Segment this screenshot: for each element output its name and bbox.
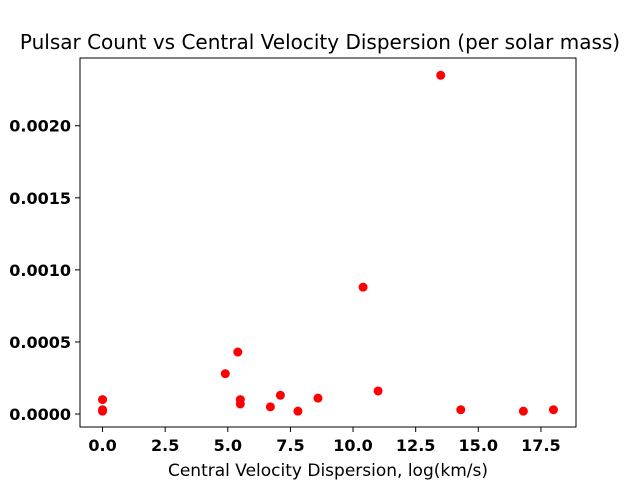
- data-point: [373, 386, 383, 396]
- data-point: [275, 390, 285, 400]
- x-axis-label: Central Velocity Dispersion, log(km/s): [168, 461, 488, 480]
- x-tick-label: 7.5: [276, 436, 304, 455]
- y-tick-label: 0.0010: [9, 261, 71, 280]
- data-point: [293, 406, 303, 416]
- chart-title: Pulsar Count vs Central Velocity Dispers…: [20, 30, 620, 54]
- x-tick-label: 10.0: [333, 436, 372, 455]
- y-axis: 0.0000 0.0005 0.0010 0.0015 0.0020: [9, 117, 80, 424]
- x-tick-label: 15.0: [459, 436, 498, 455]
- data-point: [220, 369, 230, 379]
- data-point: [456, 405, 466, 415]
- data-point: [436, 70, 446, 80]
- x-tick-label: 5.0: [214, 436, 242, 455]
- x-tick-label: 17.5: [521, 436, 560, 455]
- data-point: [233, 347, 243, 357]
- data-point: [518, 406, 528, 416]
- y-tick-label: 0.0000: [9, 405, 71, 424]
- x-tick-label: 12.5: [396, 436, 435, 455]
- x-tick-label: 0.0: [88, 436, 116, 455]
- data-point: [265, 402, 275, 412]
- data-point: [98, 406, 108, 416]
- y-tick-label: 0.0015: [9, 189, 71, 208]
- data-point: [358, 282, 368, 292]
- data-point: [548, 405, 558, 415]
- data-point: [235, 399, 245, 409]
- data-points: [98, 70, 558, 416]
- x-tick-label: 2.5: [151, 436, 179, 455]
- data-point: [313, 393, 323, 403]
- y-tick-label: 0.0005: [9, 333, 71, 352]
- plot-frame: [79, 57, 577, 428]
- y-tick-label: 0.0020: [9, 117, 71, 136]
- x-axis: 0.0 2.5 5.0 7.5 10.0 12.5 15.0 17.5: [88, 427, 561, 455]
- data-point: [98, 395, 108, 405]
